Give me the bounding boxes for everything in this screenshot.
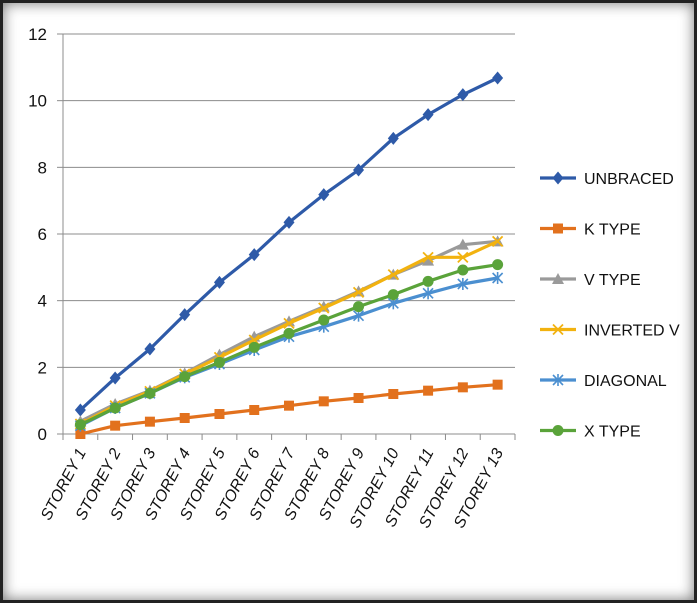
legend-marker [553,223,563,234]
marker-stroke [491,235,504,247]
data-point-k-type [353,393,364,403]
data-point-inverted-v [491,235,504,247]
legend-label: K TYPE [584,222,641,239]
series-x-type [74,259,504,431]
data-point-unbraced [387,131,399,145]
data-point-k-type [388,389,399,399]
legend-label: UNBRACED [584,171,674,188]
data-point-unbraced [109,371,121,385]
legend-marker [552,171,564,185]
legend-item-inverted-v: INVERTED V [540,323,680,340]
data-point-unbraced [492,71,504,85]
y-tick-label: 6 [38,225,47,244]
marker-stroke [318,302,330,314]
data-point-unbraced [283,215,295,229]
marker-stroke [352,286,365,298]
marker-stroke [387,269,399,281]
data-point-unbraced [213,275,225,289]
data-point-unbraced [144,342,156,356]
data-point-k-type [249,405,260,415]
data-point-unbraced [422,108,434,122]
legend-label: V TYPE [584,272,641,289]
data-point-diagonal [492,272,504,284]
data-point-diagonal [422,287,434,300]
axes [57,33,516,440]
data-point-inverted-v [457,251,469,263]
data-point-inverted-v [283,317,295,329]
legend-item-diagonal: DIAGONAL [540,373,667,390]
series-k-type [75,379,503,439]
data-point-unbraced [353,163,365,177]
data-point-x-type [318,314,330,326]
series-unbraced [74,71,504,417]
data-point-x-type [387,289,399,301]
data-point-x-type [144,387,156,399]
y-tick-label: 0 [38,425,47,444]
legend-item-unbraced: UNBRACED [540,171,674,188]
data-point-unbraced [457,88,469,102]
data-point-x-type [492,259,504,271]
legend-label: X TYPE [584,424,641,441]
data-point-inverted-v [352,286,365,298]
marker-stroke [283,317,295,329]
y-axis-tick-labels: 0 2 4 6 8 10 12 [28,25,47,444]
legend-marker [552,425,564,436]
data-point-unbraced [179,308,191,322]
data-point-k-type [144,416,155,427]
y-tick-label: 10 [28,92,47,111]
legend-marker [552,323,564,336]
data-point-unbraced [248,248,260,262]
legend-label: INVERTED V [584,323,680,340]
y-tick-label: 8 [38,158,47,177]
legend-item-k-type: K TYPE [540,222,641,239]
y-tick-label: 12 [28,25,47,44]
data-point-v-type [422,254,435,266]
data-point-k-type [75,429,86,439]
legend: UNBRACED K TYPE V TYPE INVERTED V DIAGONAL X … [540,171,680,441]
data-point-inverted-v [318,302,330,314]
marker-stroke [457,251,469,263]
data-point-k-type [492,379,503,390]
data-point-v-type [456,238,469,250]
marker-stroke [422,251,434,263]
data-point-x-type [109,402,121,414]
marker-stroke [552,323,564,336]
data-point-k-type [457,382,468,393]
data-point-x-type [457,264,469,276]
data-point-k-type [284,400,294,411]
data-point-unbraced [74,403,86,417]
data-point-x-type [248,341,260,353]
data-point-x-type [179,371,191,383]
legend-item-v-type: V TYPE [540,272,641,289]
data-point-k-type [423,385,434,396]
plot-area-series [74,71,504,439]
gridlines [63,33,515,368]
data-point-x-type [422,275,434,287]
data-point-inverted-v [422,251,434,263]
legend-marker [552,374,564,386]
legend-item-x-type: X TYPE [540,424,641,441]
data-point-x-type [283,327,295,339]
data-point-k-type [179,413,190,423]
data-point-inverted-v [387,269,399,281]
data-point-x-type [74,419,86,431]
data-point-x-type [213,356,225,368]
data-point-k-type [318,396,329,407]
data-point-x-type [353,301,365,313]
legend-marker [552,273,564,284]
y-tick-label: 4 [38,292,47,311]
data-point-unbraced [318,188,330,202]
series-line-unbraced [78,76,500,412]
data-point-k-type [214,409,225,419]
data-point-k-type [110,420,121,431]
legend-label: DIAGONAL [584,373,667,390]
y-tick-label: 2 [38,358,47,377]
data-point-diagonal [457,278,469,290]
